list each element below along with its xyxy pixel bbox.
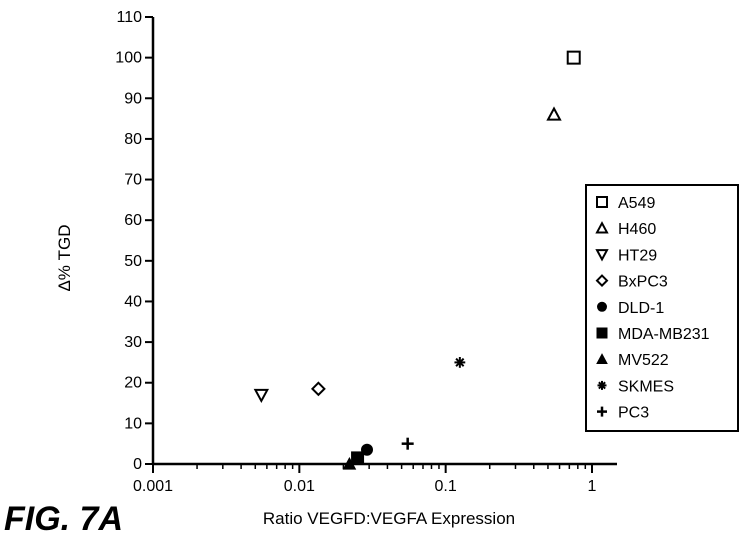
legend-marker-bxpc3 (595, 274, 609, 288)
data-point-mda-mb231 (351, 451, 365, 465)
y-tick-label: 70 (124, 172, 142, 189)
data-point-h460 (546, 106, 562, 121)
legend-marker-a549 (596, 196, 608, 208)
x-tick-label: 1 (588, 478, 597, 495)
legend-item-mda-mb231: MDA-MB231 (596, 326, 710, 343)
y-tick-label: 80 (124, 131, 142, 148)
tick-labels: 0 10 20 30 40 50 60 70 80 90 100 110 0.001 0.01 0.1 1 (115, 9, 596, 495)
x-tick-label: 0.001 (133, 478, 173, 495)
y-tick-label: 20 (124, 375, 142, 392)
legend-marker-pc3 (597, 406, 607, 417)
legend-item-dld-1: DLD-1 (597, 300, 664, 317)
x-tick-label: 0.1 (435, 478, 457, 495)
figure-label: FIG. 7A (4, 500, 123, 537)
data-point-skmes (454, 357, 466, 368)
legend-label: MV522 (618, 352, 669, 369)
legend-item-pc3: PC3 (597, 405, 649, 422)
data-point-a549 (566, 50, 581, 65)
legend-marker-dld-1 (597, 301, 607, 312)
axes (151, 17, 617, 466)
y-tick-label: 30 (124, 334, 142, 351)
y-tick-label: 40 (124, 293, 142, 310)
legend-marker-mda-mb231 (596, 327, 608, 339)
y-tick-label: 110 (116, 9, 142, 26)
legend-marker-mv522 (596, 353, 608, 364)
data-point-mv522 (342, 456, 357, 470)
legend-label: A549 (618, 195, 655, 212)
y-tick-label: 60 (124, 212, 142, 229)
legend-label: HT29 (618, 247, 657, 264)
y-axis-label: Δ% TGD (55, 224, 74, 291)
legend: A549 H460 HT29 BxPC3 DLD-1 MDA-MB231 MV522 SKME… (585, 184, 739, 432)
legend-label: DLD-1 (618, 300, 664, 317)
data-point-ht29 (253, 388, 270, 404)
y-tick-label: 10 (124, 415, 142, 432)
tick-marks (145, 16, 593, 473)
legend-item-bxpc3: BxPC3 (595, 274, 668, 291)
legend-box (585, 184, 739, 432)
data-point-bxpc3 (310, 381, 326, 397)
legend-marker-skmes (597, 380, 607, 390)
y-tick-label: 50 (124, 253, 142, 270)
y-tick-label: 100 (115, 50, 142, 67)
x-tick-label: 0.01 (284, 478, 315, 495)
legend-item-h460: H460 (595, 221, 656, 238)
legend-item-skmes: SKMES (597, 378, 674, 395)
legend-item-mv522: MV522 (596, 352, 669, 369)
data-points (253, 50, 581, 470)
legend-label: BxPC3 (618, 274, 668, 291)
legend-marker-ht29 (595, 249, 609, 262)
legend-label: MDA-MB231 (618, 326, 710, 343)
legend-item-a549: A549 (596, 195, 655, 212)
x-axis-label: Ratio VEGFD:VEGFA Expression (263, 509, 515, 528)
legend-label: H460 (618, 221, 656, 238)
y-tick-label: 90 (124, 90, 142, 107)
data-point-pc3 (401, 437, 414, 450)
legend-marker-h460 (595, 221, 609, 234)
legend-label: SKMES (618, 378, 674, 395)
legend-label: PC3 (618, 405, 649, 422)
legend-item-ht29: HT29 (595, 247, 657, 264)
y-tick-label: 0 (133, 456, 142, 473)
